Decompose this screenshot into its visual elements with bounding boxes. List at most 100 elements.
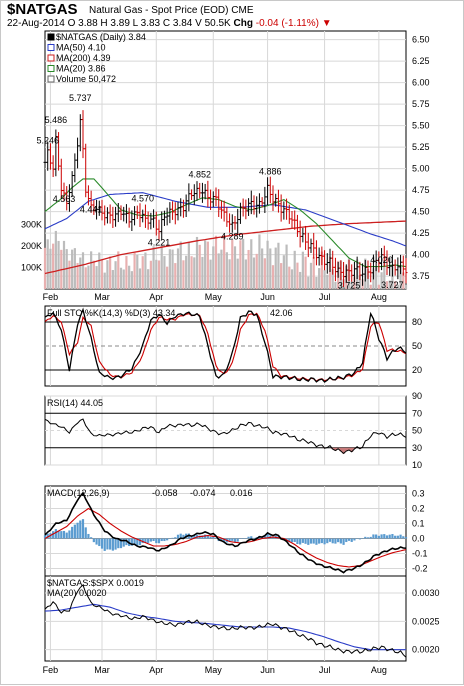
volume-bar bbox=[269, 248, 272, 289]
volume-bar bbox=[271, 265, 275, 289]
volume-bar bbox=[309, 262, 313, 289]
price-x-tick: Apr bbox=[149, 292, 163, 302]
ratio-x-tick: Jun bbox=[260, 665, 275, 675]
volume-bar bbox=[212, 246, 215, 289]
macd-signal-line bbox=[44, 507, 407, 568]
volume-bar bbox=[90, 251, 93, 289]
macd-y-tick: 0.1 bbox=[412, 519, 425, 529]
macd-histogram-bar bbox=[315, 538, 318, 545]
volume-bar bbox=[402, 272, 405, 289]
volume-bar bbox=[138, 268, 142, 289]
ratio-legend: $NATGAS:$SPX 0.0019 bbox=[47, 578, 144, 588]
price-y-tick: 6.00 bbox=[412, 78, 430, 88]
macd-histogram-bar bbox=[193, 535, 196, 539]
price-annotation: 4.441 bbox=[80, 205, 103, 215]
macd-histogram-bar bbox=[377, 535, 380, 539]
rsi-y-tick: 10 bbox=[412, 460, 422, 470]
macd-histogram-bar bbox=[318, 538, 321, 544]
macd-y-tick: -0.1 bbox=[412, 549, 428, 559]
volume-bar bbox=[282, 255, 285, 289]
quote-line: 22-Aug-2014 O 3.88 H 3.89 L 3.83 C 3.84 … bbox=[7, 18, 332, 29]
macd-histogram-bar bbox=[168, 538, 171, 539]
volume-bar bbox=[201, 256, 204, 289]
volume-bar bbox=[274, 247, 277, 289]
macd-histogram-bar bbox=[345, 538, 348, 543]
macd-histogram-bar bbox=[301, 538, 304, 543]
ratio-y-tick: 0.0025 bbox=[412, 616, 440, 626]
macd-histogram-bar bbox=[84, 527, 87, 539]
volume-bar bbox=[358, 275, 361, 289]
macd-histogram-bar bbox=[147, 538, 150, 543]
volume-bar bbox=[144, 252, 147, 289]
volume-bar bbox=[380, 272, 383, 289]
price-x-tick: Jul bbox=[319, 292, 331, 302]
legend-swatch bbox=[47, 75, 55, 83]
ratio-ma-legend: MA(20) 0.0020 bbox=[47, 588, 107, 598]
macd-histogram-bar bbox=[144, 538, 147, 543]
volume-bar bbox=[193, 257, 196, 289]
volume-bar bbox=[220, 249, 223, 289]
price-annotation: 4.020 bbox=[370, 255, 393, 265]
macd-histogram-bar bbox=[350, 538, 353, 542]
volume-bar bbox=[261, 248, 264, 289]
volume-bar bbox=[190, 256, 193, 289]
volume-bar bbox=[62, 240, 66, 289]
volume-bar bbox=[152, 246, 155, 289]
macd-histogram-bar bbox=[334, 538, 337, 544]
macd-histogram-bar bbox=[404, 537, 408, 539]
volume-bar bbox=[394, 281, 397, 289]
sto-k-line bbox=[44, 307, 407, 383]
macd-histogram-bar bbox=[383, 534, 386, 539]
legend-entry: MA(50) 4.10 bbox=[56, 43, 106, 53]
macd-histogram-bar bbox=[125, 538, 128, 546]
volume-bar bbox=[204, 240, 207, 289]
sto-legend: Full STO %K(14,3) %D(3) 43.34 bbox=[47, 308, 175, 318]
macd-histogram-bar bbox=[296, 538, 299, 545]
legend-swatch bbox=[47, 54, 55, 62]
macd-histogram-bar bbox=[111, 538, 114, 551]
macd-histogram-bar bbox=[106, 538, 109, 550]
macd-histogram-bar bbox=[285, 538, 288, 540]
price-x-tick: Mar bbox=[94, 292, 110, 302]
volume-bar bbox=[179, 241, 182, 289]
volume-bar bbox=[52, 243, 55, 289]
price-annotation: 3.727 bbox=[381, 280, 404, 290]
macd-histogram-bar bbox=[117, 538, 120, 549]
ma200-line bbox=[44, 220, 407, 275]
volume-bar bbox=[396, 284, 399, 289]
macd-histogram-bar bbox=[361, 538, 364, 539]
volume-bar bbox=[328, 256, 332, 289]
volume-bar bbox=[312, 256, 315, 289]
volume-bar bbox=[350, 281, 353, 289]
price-annotation: 5.737 bbox=[69, 93, 92, 103]
macd-histogram-bar bbox=[60, 531, 63, 539]
volume-bar bbox=[288, 266, 291, 289]
legend-entry: $NATGAS (Daily) 3.84 bbox=[56, 32, 146, 42]
macd-histogram-bar bbox=[160, 538, 163, 542]
macd-histogram-bar bbox=[366, 537, 370, 539]
volume-bar bbox=[79, 257, 82, 289]
macd-histogram-bar bbox=[95, 538, 98, 545]
volume-bar bbox=[217, 253, 220, 289]
volume-bar bbox=[280, 263, 283, 289]
macd-histogram-bar bbox=[43, 535, 47, 539]
exchange-label: CME bbox=[231, 5, 254, 16]
rsi-y-tick: 90 bbox=[412, 391, 422, 401]
macd-histogram-bar bbox=[331, 538, 334, 544]
macd-histogram-bar bbox=[141, 538, 144, 544]
macd-histogram-bar bbox=[358, 538, 361, 540]
price-y-tick: 5.75 bbox=[412, 99, 430, 109]
quote-change: -0.04 (-1.11%) bbox=[255, 18, 319, 29]
price-annotation: 5.246 bbox=[36, 135, 59, 145]
price-annotation: 4.289 bbox=[221, 232, 244, 242]
quote-volume: V 50.5K bbox=[195, 18, 231, 29]
price-y-tick: 6.50 bbox=[412, 35, 430, 45]
volume-bar bbox=[258, 234, 261, 289]
volume-bar bbox=[404, 284, 408, 289]
instrument-description: Natural Gas - Spot Price (EOD) bbox=[89, 5, 229, 16]
macd-histogram-bar bbox=[307, 538, 310, 545]
ratio-panel-frame bbox=[44, 575, 407, 662]
volume-bar bbox=[182, 260, 185, 289]
price-x-tick: May bbox=[205, 292, 223, 302]
